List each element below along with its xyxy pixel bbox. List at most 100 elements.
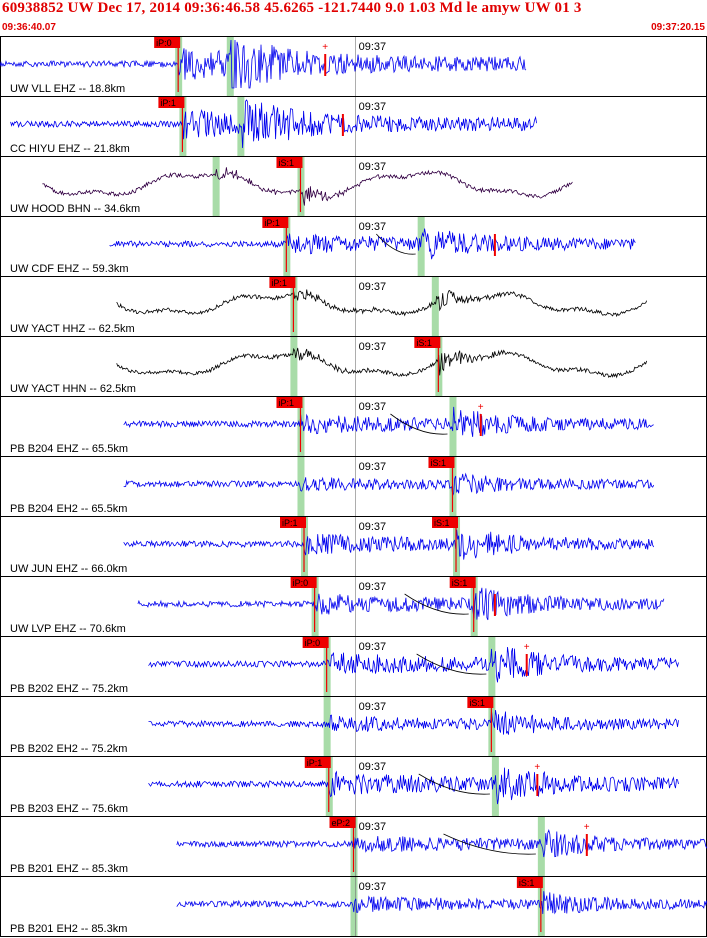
trace-panel: 09:37 iP:1 UW CDF EHZ -- 59.3km bbox=[0, 216, 707, 276]
phase-window-band bbox=[226, 37, 234, 96]
trace-panel: 09:37 iS:1 PB B202 EH2 -- 75.2km bbox=[0, 696, 707, 756]
pick-label: eP:2 bbox=[332, 818, 351, 828]
waveform-trace bbox=[148, 646, 679, 683]
pick-label: iP:0 bbox=[293, 578, 309, 588]
pick-label-box bbox=[304, 757, 331, 768]
station-label: UW LVP EHZ -- 70.6km bbox=[10, 623, 126, 635]
pick-label: iS:1 bbox=[434, 518, 450, 528]
waveform-trace bbox=[137, 587, 665, 621]
pick-label: iP:1 bbox=[271, 278, 287, 288]
waveform-trace bbox=[116, 289, 648, 318]
waveform-trace bbox=[116, 347, 648, 379]
minute-tick-label: 09:37 bbox=[359, 581, 387, 593]
station-label: PB B202 EH2 -- 75.2km bbox=[10, 743, 127, 755]
phase-window-band bbox=[488, 637, 496, 696]
pick-label-box bbox=[262, 217, 289, 228]
trace-panel: 09:37 + iP:0 PB B202 EHZ -- 75.2km bbox=[0, 636, 707, 696]
minute-tick-label: 09:37 bbox=[359, 701, 387, 713]
minute-tick-label: 09:37 bbox=[359, 881, 387, 893]
station-label: PB B201 EHZ -- 85.3km bbox=[10, 863, 128, 875]
pick-label: iP:1 bbox=[160, 98, 176, 108]
travel-time-curve bbox=[376, 233, 416, 255]
pick-label-box bbox=[516, 877, 543, 888]
station-label: UW YACT HHN -- 62.5km bbox=[10, 383, 136, 395]
station-label: PB B203 EHZ -- 75.6km bbox=[10, 803, 128, 815]
station-label: PB B201 EH2 -- 85.3km bbox=[10, 923, 127, 935]
plot-frame bbox=[0, 36, 707, 937]
minute-tick-label: 09:37 bbox=[359, 821, 387, 833]
trace-panel: 09:37 iP:1 CC HIYU EHZ -- 21.8km bbox=[0, 96, 707, 156]
pick-label-box bbox=[302, 637, 329, 648]
pick-label-box bbox=[276, 157, 303, 168]
trace-panel: 09:37 iS:1 UW HOOD BHN -- 34.6km bbox=[0, 156, 707, 216]
waveform-trace bbox=[0, 39, 527, 89]
station-label: UW YACT HHZ -- 62.5km bbox=[10, 323, 135, 335]
station-label: UW JUN EHZ -- 66.0km bbox=[10, 563, 127, 575]
trace-panel: 09:37 iP:1 UW YACT HHZ -- 62.5km bbox=[0, 276, 707, 336]
station-label: UW HOOD BHN -- 34.6km bbox=[10, 203, 140, 215]
pick-label-box bbox=[276, 397, 303, 408]
pick-label-box bbox=[269, 277, 296, 288]
pick-label-box bbox=[158, 97, 185, 108]
phase-window-band bbox=[297, 457, 305, 516]
pick-label-box bbox=[154, 37, 181, 48]
phase-window-band bbox=[431, 277, 439, 336]
trace-panel: 09:37 iP:0 iS:1 UW LVP EHZ -- 70.6km bbox=[0, 576, 707, 636]
phase-window-band bbox=[290, 337, 298, 396]
station-label: PB B204 EHZ -- 65.5km bbox=[10, 443, 128, 455]
pick-label-box bbox=[428, 457, 455, 468]
amplitude-plus-mark: + bbox=[584, 822, 590, 833]
trace-panel: 09:37 iP:1 iS:1 UW JUN EHZ -- 66.0km bbox=[0, 516, 707, 576]
pick-label: iS:1 bbox=[430, 458, 446, 468]
pick-label-box bbox=[280, 517, 307, 528]
pick-label: iS:1 bbox=[278, 158, 294, 168]
travel-time-curve bbox=[416, 653, 487, 675]
trace-panel: 09:37 + eP:2 PB B201 EHZ -- 85.3km bbox=[0, 816, 707, 876]
event-header-title: 60938852 UW Dec 17, 2014 09:36:46.58 45.… bbox=[2, 0, 582, 16]
waveform-trace bbox=[123, 529, 655, 560]
minute-tick-label: 09:37 bbox=[359, 281, 387, 293]
station-label: UW VLL EHZ -- 18.8km bbox=[10, 83, 125, 95]
minute-tick-label: 09:37 bbox=[359, 341, 387, 353]
pick-label: iS:1 bbox=[452, 578, 468, 588]
pick-label: iS:1 bbox=[469, 698, 485, 708]
pick-label-box bbox=[467, 697, 494, 708]
pick-label: iP:1 bbox=[264, 218, 280, 228]
pick-label: iS:1 bbox=[416, 338, 432, 348]
phase-window-band bbox=[417, 217, 425, 276]
waveform-trace bbox=[123, 472, 655, 498]
minute-tick-label: 09:37 bbox=[359, 401, 387, 413]
amplitude-plus-mark: + bbox=[534, 762, 540, 773]
minute-tick-label: 09:37 bbox=[359, 761, 387, 773]
waveform-trace bbox=[10, 99, 537, 149]
travel-time-curve bbox=[390, 413, 448, 435]
amplitude-plus-mark: + bbox=[524, 642, 530, 653]
travel-time-curve bbox=[404, 593, 469, 615]
pick-label: iS:1 bbox=[519, 878, 535, 888]
seismogram-plot: 09:37 + iP:0 UW VLL EHZ -- 18.8km 09:37 iP:1 C… bbox=[0, 36, 707, 937]
pick-label-box bbox=[414, 337, 441, 348]
pick-label: iP:0 bbox=[305, 638, 321, 648]
trace-panel: 09:37 + iP:1 PB B204 EHZ -- 65.5km bbox=[0, 396, 707, 456]
waveform-trace bbox=[176, 829, 707, 858]
pick-label-box bbox=[329, 817, 356, 828]
waveform-trace bbox=[109, 228, 636, 260]
minute-tick-label: 09:37 bbox=[359, 101, 387, 113]
waveform-trace bbox=[123, 406, 654, 437]
phase-window-band bbox=[323, 697, 331, 756]
minute-tick-label: 09:37 bbox=[359, 161, 387, 173]
minute-tick-label: 09:37 bbox=[359, 221, 387, 233]
trace-panel: 09:37 iS:1 PB B201 EH2 -- 85.3km bbox=[0, 876, 707, 936]
phase-window-band bbox=[537, 817, 545, 876]
window-end-time: 09:37:20.15 bbox=[651, 22, 705, 33]
pick-label-box bbox=[290, 577, 317, 588]
pick-label-box bbox=[432, 517, 459, 528]
phase-window-band bbox=[212, 157, 220, 216]
minute-tick-label: 09:37 bbox=[359, 641, 387, 653]
station-label: UW CDF EHZ -- 59.3km bbox=[10, 263, 129, 275]
amplitude-plus-mark: + bbox=[322, 42, 328, 53]
travel-time-curve bbox=[418, 773, 490, 795]
amplitude-plus-mark: + bbox=[478, 402, 484, 413]
pick-label-box bbox=[449, 577, 476, 588]
pick-label: iP:0 bbox=[156, 38, 172, 48]
